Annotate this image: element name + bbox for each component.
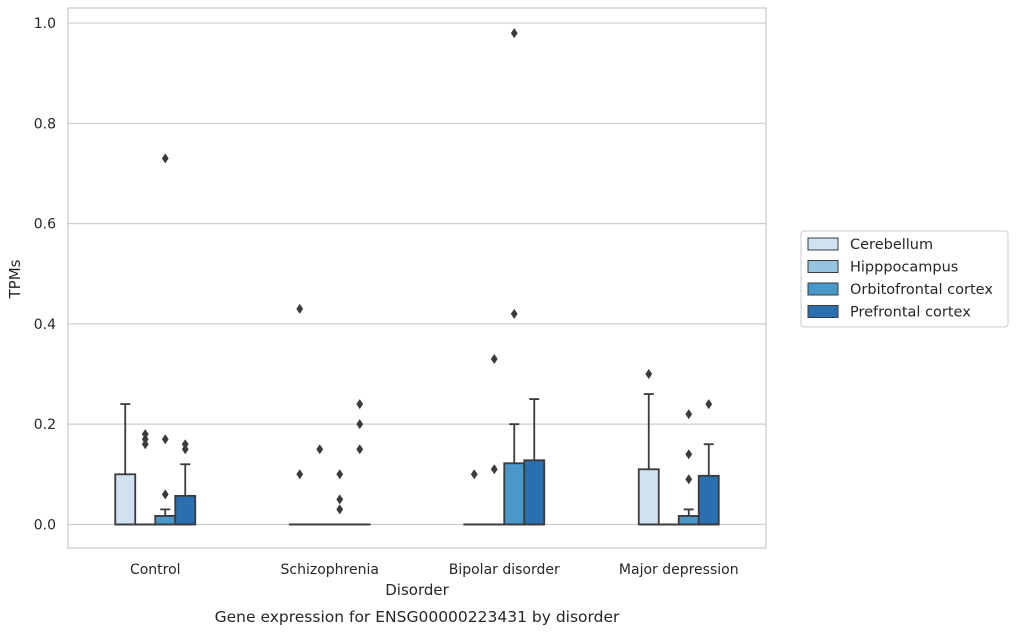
box-group xyxy=(174,439,197,526)
outlier-point xyxy=(316,444,324,455)
legend-items: Cerebellum Hipppocampus Orbitofrontal cort… xyxy=(807,237,993,321)
x-axis-title: Disorder xyxy=(385,581,449,599)
outlier-point xyxy=(161,434,169,445)
box xyxy=(154,515,177,526)
box-group xyxy=(677,409,700,526)
y-tick-label: 0.0 xyxy=(34,517,56,533)
box xyxy=(697,474,720,526)
box-group xyxy=(463,469,486,526)
outlier-point xyxy=(356,444,364,455)
box-group xyxy=(154,153,177,526)
box-group xyxy=(503,28,526,526)
legend-swatch xyxy=(807,260,839,273)
legend-label: Hipppocampus xyxy=(850,260,958,276)
outlier-point xyxy=(181,439,189,450)
outlier-point xyxy=(141,429,149,440)
outlier-point xyxy=(510,308,518,319)
box xyxy=(503,462,526,526)
box-group xyxy=(697,399,720,526)
x-tick-label: Bipolar disorder xyxy=(449,562,560,578)
outlier-point xyxy=(336,504,344,515)
outlier-point xyxy=(141,434,149,445)
outlier-point xyxy=(296,303,304,314)
y-tick-label: 0.4 xyxy=(34,317,56,333)
outlier-point xyxy=(356,419,364,430)
gridlines xyxy=(68,22,766,526)
box-group xyxy=(483,353,506,526)
y-axis-title: TPMs xyxy=(6,259,24,299)
legend-swatch xyxy=(807,305,839,318)
box-marks xyxy=(114,28,720,526)
x-tick-labels: Control Schizophrenia Bipolar disorder Majo… xyxy=(130,562,739,578)
box-group xyxy=(288,303,311,526)
outlier-point xyxy=(161,153,169,164)
box xyxy=(637,468,660,526)
legend-swatch xyxy=(807,282,839,296)
outlier-point xyxy=(645,369,653,380)
outlier-point xyxy=(685,449,693,460)
box xyxy=(523,459,546,526)
plot-area-frame xyxy=(67,7,767,549)
box-group xyxy=(134,429,157,526)
outlier-point xyxy=(705,399,713,410)
outlier-point xyxy=(336,494,344,505)
box xyxy=(677,515,700,526)
outlier-point xyxy=(490,464,498,475)
box-group xyxy=(523,398,546,526)
outlier-point xyxy=(510,28,518,39)
legend-frame xyxy=(800,230,1009,328)
box-group xyxy=(637,369,660,526)
outlier-point xyxy=(490,353,498,364)
y-tick-label: 0.2 xyxy=(34,417,56,433)
box-group xyxy=(114,403,137,526)
x-tick-label: Control xyxy=(130,562,181,578)
outlier-point xyxy=(685,409,693,420)
outlier-point xyxy=(141,439,149,450)
legend: Cerebellum Hipppocampus Orbitofrontal cort… xyxy=(800,230,1009,328)
outlier-point xyxy=(336,469,344,480)
y-tick-label: 0.8 xyxy=(34,116,56,132)
x-tick-label: Major depression xyxy=(619,562,739,578)
outlier-point xyxy=(296,469,304,480)
box xyxy=(174,494,197,526)
x-tick-label: Schizophrenia xyxy=(281,562,379,578)
legend-swatch xyxy=(807,237,839,251)
legend-label: Cerebellum xyxy=(850,237,933,253)
outlier-point xyxy=(181,444,189,455)
box-group xyxy=(348,399,371,526)
outlier-point xyxy=(470,469,478,480)
box-group xyxy=(328,469,351,526)
outlier-point xyxy=(356,399,364,410)
legend-label: Prefrontal cortex xyxy=(850,305,971,321)
outlier-point xyxy=(161,489,169,500)
box-group xyxy=(308,444,331,526)
y-tick-label: 1.0 xyxy=(34,16,56,32)
chart-caption: Gene expression for ENSG00000223431 by d… xyxy=(215,608,620,626)
y-tick-label: 0.6 xyxy=(34,217,56,233)
outlier-point xyxy=(685,474,693,485)
box xyxy=(114,473,137,526)
y-tick-labels: 0.0 0.2 0.4 0.6 0.8 1.0 xyxy=(34,16,56,533)
legend-label: Orbitofrontal cortex xyxy=(850,282,993,298)
